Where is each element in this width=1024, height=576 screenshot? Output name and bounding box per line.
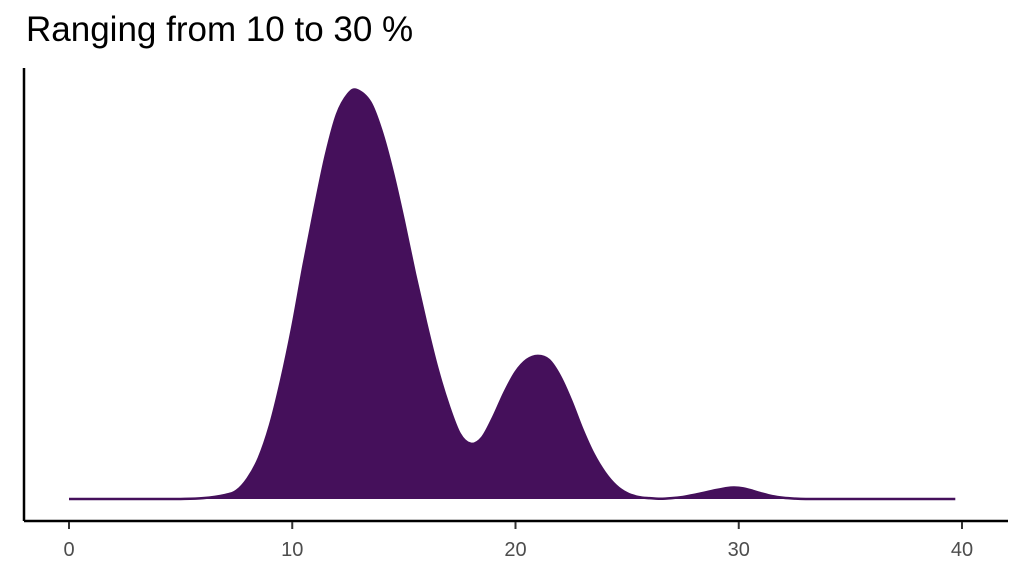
x-tick-label: 0: [63, 539, 74, 561]
chart-title: Ranging from 10 to 30 %: [26, 10, 414, 49]
x-tick-label: 20: [504, 539, 526, 561]
x-tick-label: 10: [281, 539, 303, 561]
x-tick-label: 40: [951, 539, 973, 561]
density-line: [69, 88, 956, 501]
plot-area: [69, 88, 956, 501]
x-axis-ticks: 0 10 20 30 40: [63, 522, 973, 561]
density-area: [69, 89, 956, 500]
x-tick-label: 30: [728, 539, 750, 561]
